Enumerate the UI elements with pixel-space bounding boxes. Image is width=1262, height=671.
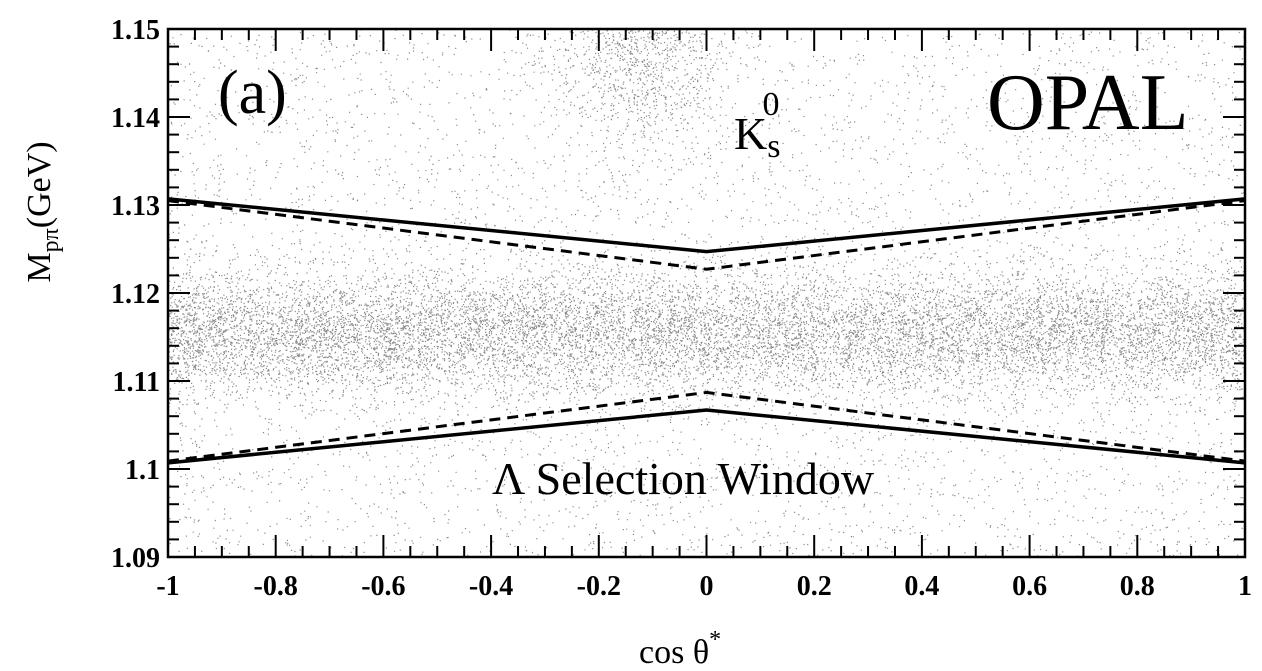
y-tick-label: 1.12 — [111, 279, 160, 310]
window-line-dashed-1 — [167, 199, 1246, 271]
window-line-solid-3 — [167, 408, 1246, 465]
particle-sub: s — [767, 128, 780, 165]
window-label: Λ Selection Window — [492, 453, 875, 504]
y-tick-labels: 1.09 1.1 1.11 1.12 1.13 1.14 1.15 — [111, 15, 160, 574]
y-axis-title-main: M — [21, 252, 58, 282]
scatter-points — [168, 29, 1247, 559]
x-tick-label: 0.8 — [1120, 571, 1155, 602]
y-tick-label: 1.1 — [125, 455, 160, 486]
x-tick-labels: -1 -0.8 -0.6 -0.4 -0.2 0 0.2 0.4 0.6 0.8 1 — [156, 571, 1252, 602]
x-axis-title-main: cos θ — [639, 634, 709, 671]
y-tick-label: 1.09 — [111, 543, 160, 574]
x-tick-label: -0.4 — [469, 571, 513, 602]
y-axis-title-unit: (GeV) — [21, 141, 58, 228]
x-tick-label: 0.2 — [797, 571, 832, 602]
y-tick-label: 1.11 — [113, 367, 160, 398]
x-tick-label: -0.8 — [254, 571, 298, 602]
x-tick-label: -0.2 — [577, 571, 621, 602]
x-tick-label: -1 — [156, 571, 179, 602]
x-axis-title: cos θ* — [639, 627, 721, 671]
axis-ticks — [167, 28, 1246, 558]
x-tick-label: 0 — [700, 571, 714, 602]
panel-label: (a) — [218, 59, 287, 127]
y-tick-label: 1.13 — [111, 191, 160, 222]
particle-sup: 0 — [762, 86, 779, 123]
x-tick-label: 0.4 — [904, 571, 939, 602]
x-tick-label: 0.6 — [1012, 571, 1047, 602]
particle-label: Ks 0 — [734, 86, 780, 165]
y-axis-title: Mpπ(GeV) — [21, 141, 64, 282]
y-tick-label: 1.14 — [111, 103, 160, 134]
y-tick-label: 1.15 — [111, 15, 160, 46]
scatter-point-cloud — [168, 29, 1247, 559]
x-tick-label: 1 — [1238, 571, 1252, 602]
selection-window-lines — [167, 197, 1246, 465]
window-line-solid-0 — [167, 197, 1246, 254]
experiment-label: OPAL — [987, 59, 1189, 147]
x-axis-title-sup: * — [709, 627, 721, 653]
window-line-dashed-2 — [167, 390, 1246, 463]
y-axis-title-sub: pπ — [38, 228, 64, 252]
particle-main: K — [734, 108, 767, 159]
x-tick-label: -0.6 — [361, 571, 405, 602]
